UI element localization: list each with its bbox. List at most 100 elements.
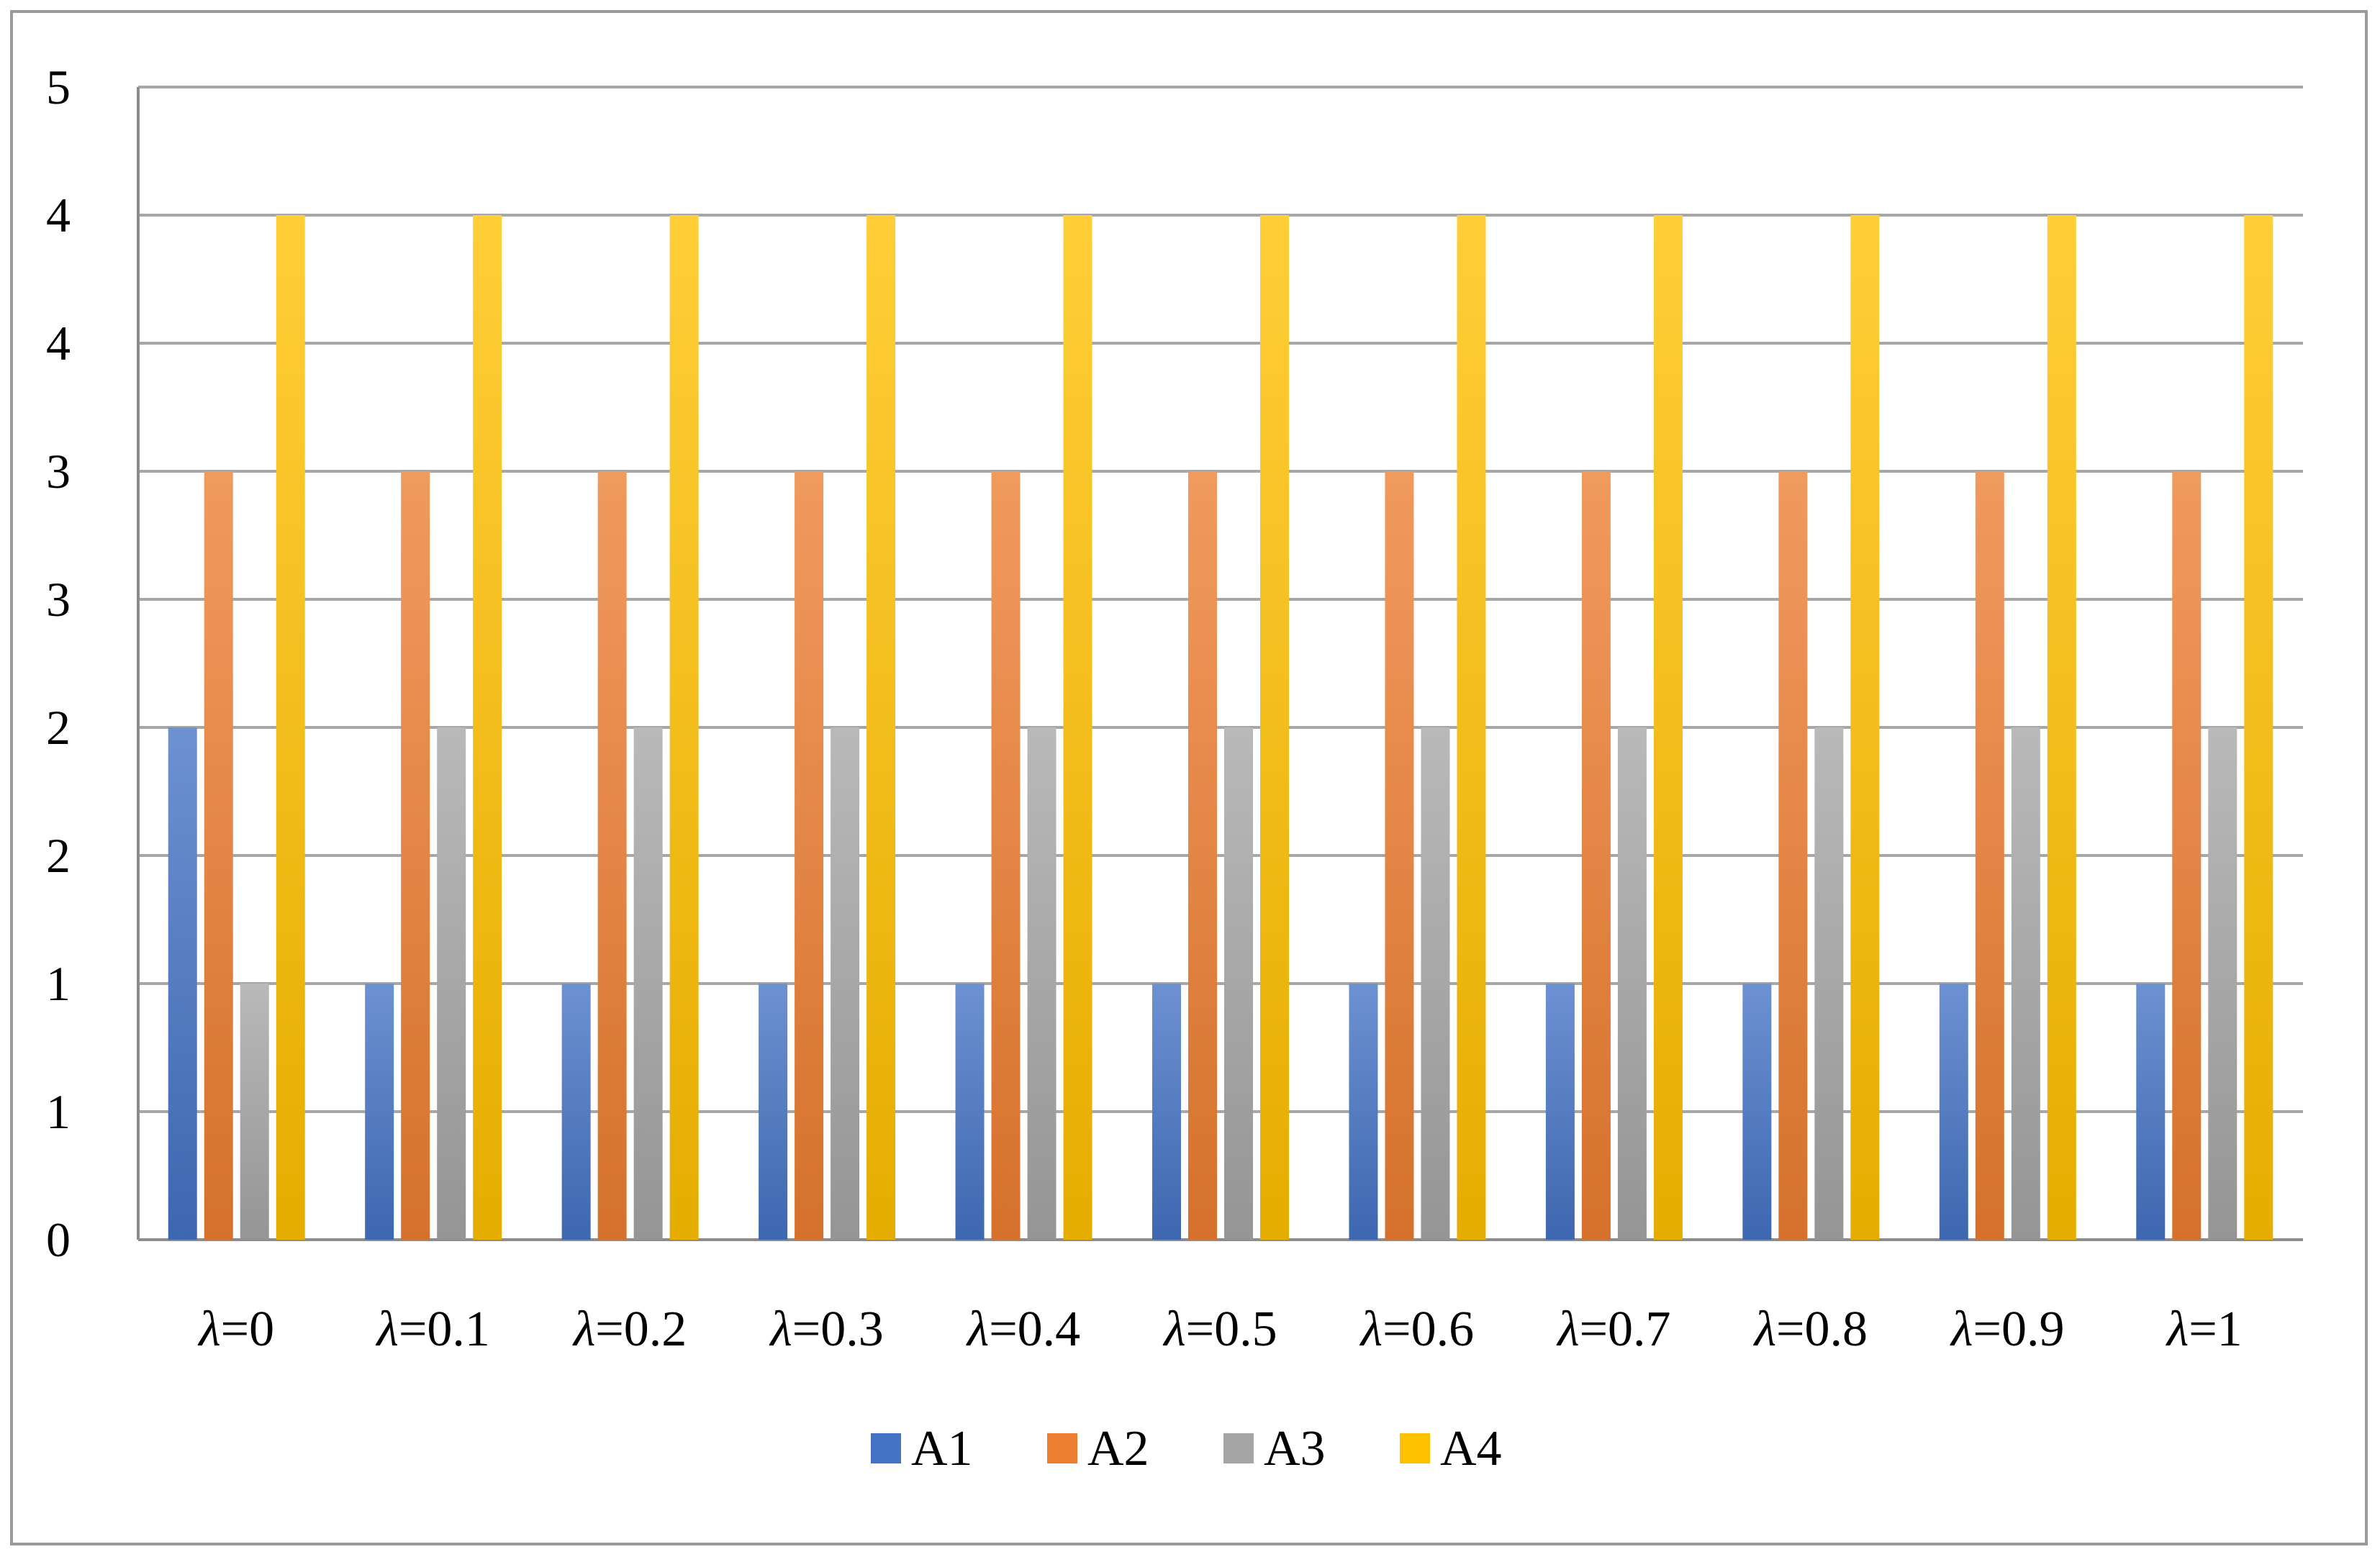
bar-a1-6 bbox=[1349, 984, 1378, 1240]
category-value: =0.7 bbox=[1580, 1302, 1671, 1357]
y-tick-label: 3 bbox=[46, 444, 71, 499]
bars bbox=[168, 215, 2273, 1240]
legend-label: A1 bbox=[911, 1421, 973, 1476]
x-category-label: λ=0.7 bbox=[1556, 1302, 1670, 1357]
bar-a1-5 bbox=[1152, 984, 1181, 1240]
legend-swatch-a2 bbox=[1047, 1433, 1077, 1463]
bar-a2-9 bbox=[1975, 471, 2004, 1240]
bar-a4-7 bbox=[1653, 215, 1683, 1240]
lambda-symbol: λ bbox=[966, 1302, 989, 1357]
bar-a1-2 bbox=[561, 984, 591, 1240]
x-category-label: λ=0.6 bbox=[1359, 1302, 1474, 1357]
bar-a2-2 bbox=[597, 471, 627, 1240]
legend-label: A3 bbox=[1264, 1421, 1326, 1476]
bar-a3-0 bbox=[240, 984, 269, 1240]
x-axis-category-labels: λ=0 λ=0.1 λ=0.2 λ=0.3 λ=0.4 λ=0.5 λ=0.6 λ=0.7 λ=… bbox=[197, 1302, 2242, 1357]
bar-a4-6 bbox=[1457, 215, 1486, 1240]
legend-swatch-a3 bbox=[1223, 1433, 1254, 1463]
bar-a3-2 bbox=[633, 727, 663, 1240]
category-value: =0.2 bbox=[595, 1302, 687, 1357]
category-value: =0.9 bbox=[1973, 1302, 2064, 1357]
bar-a2-1 bbox=[401, 471, 430, 1240]
x-category-label: λ=0.1 bbox=[376, 1302, 490, 1357]
x-category-label: λ=0 bbox=[197, 1302, 274, 1357]
bar-a3-7 bbox=[1617, 727, 1647, 1240]
bar-a3-5 bbox=[1224, 727, 1253, 1240]
y-tick-label: 5 bbox=[46, 60, 71, 114]
bar-a2-10 bbox=[2172, 471, 2202, 1240]
bar-a3-1 bbox=[437, 727, 466, 1240]
bar-a2-0 bbox=[204, 471, 233, 1240]
legend: A1 A2 A3 A4 bbox=[871, 1421, 1502, 1476]
bar-a4-3 bbox=[867, 215, 896, 1240]
bar-a4-5 bbox=[1260, 215, 1289, 1240]
bar-a2-8 bbox=[1778, 471, 1808, 1240]
bar-a4-8 bbox=[1850, 215, 1880, 1240]
lambda-symbol: λ bbox=[1556, 1302, 1579, 1357]
lambda-symbol: λ bbox=[1950, 1302, 1973, 1357]
bar-a2-4 bbox=[991, 471, 1021, 1240]
x-category-label: λ=0.3 bbox=[769, 1302, 883, 1357]
category-value: =0.1 bbox=[399, 1302, 490, 1357]
y-tick-label: 4 bbox=[46, 188, 71, 242]
lambda-symbol: λ bbox=[2166, 1302, 2189, 1357]
y-tick-label: 3 bbox=[46, 572, 71, 627]
lambda-symbol: λ bbox=[1753, 1302, 1776, 1357]
legend-swatch-a4 bbox=[1400, 1433, 1430, 1463]
lambda-symbol: λ bbox=[197, 1302, 220, 1357]
bar-a4-2 bbox=[669, 215, 699, 1240]
lambda-symbol: λ bbox=[1359, 1302, 1383, 1357]
bar-a1-1 bbox=[365, 984, 394, 1240]
lambda-symbol: λ bbox=[769, 1302, 792, 1357]
y-tick-label: 1 bbox=[46, 1084, 71, 1139]
bar-a3-6 bbox=[1421, 727, 1450, 1240]
lambda-symbol: λ bbox=[572, 1302, 595, 1357]
x-category-label: λ=0.4 bbox=[966, 1302, 1080, 1357]
y-tick-label: 4 bbox=[46, 316, 71, 371]
bar-a3-4 bbox=[1027, 727, 1056, 1240]
bar-a1-9 bbox=[1939, 984, 1968, 1240]
bar-a4-1 bbox=[473, 215, 502, 1240]
bar-a4-4 bbox=[1063, 215, 1092, 1240]
bar-a2-6 bbox=[1385, 471, 1414, 1240]
y-axis-tick-labels: 0 1 1 2 2 3 3 4 4 5 bbox=[46, 60, 71, 1267]
bar-a1-0 bbox=[168, 727, 197, 1240]
bar-a1-8 bbox=[1742, 984, 1772, 1240]
lambda-symbol: λ bbox=[1162, 1302, 1185, 1357]
category-value: =1 bbox=[2189, 1302, 2242, 1357]
bar-a4-0 bbox=[276, 215, 305, 1240]
legend-label: A2 bbox=[1087, 1421, 1149, 1476]
category-value: =0.6 bbox=[1383, 1302, 1474, 1357]
y-tick-label: 2 bbox=[46, 700, 71, 755]
y-tick-label: 0 bbox=[46, 1212, 71, 1267]
lambda-symbol: λ bbox=[376, 1302, 399, 1357]
x-category-label: λ=0.5 bbox=[1162, 1302, 1277, 1357]
category-value: =0.4 bbox=[989, 1302, 1080, 1357]
bar-a1-10 bbox=[2136, 984, 2166, 1240]
bar-a3-8 bbox=[1814, 727, 1844, 1240]
bar-a1-4 bbox=[955, 984, 985, 1240]
category-value: =0.3 bbox=[792, 1302, 884, 1357]
category-value: =0.5 bbox=[1186, 1302, 1277, 1357]
category-value: =0.8 bbox=[1776, 1302, 1868, 1357]
legend-label: A4 bbox=[1440, 1421, 1502, 1476]
y-tick-label: 1 bbox=[46, 956, 71, 1011]
legend-swatch-a1 bbox=[871, 1433, 901, 1463]
x-category-label: λ=1 bbox=[2166, 1302, 2243, 1357]
x-category-label: λ=0.9 bbox=[1950, 1302, 2064, 1357]
bar-a4-10 bbox=[2244, 215, 2273, 1240]
bar-a2-3 bbox=[795, 471, 824, 1240]
bar-a1-3 bbox=[759, 984, 788, 1240]
x-category-label: λ=0.8 bbox=[1753, 1302, 1868, 1357]
bar-a3-9 bbox=[2011, 727, 2040, 1240]
category-value: =0 bbox=[221, 1302, 274, 1357]
bar-a2-7 bbox=[1581, 471, 1611, 1240]
bar-a4-9 bbox=[2047, 215, 2076, 1240]
bar-a1-7 bbox=[1545, 984, 1575, 1240]
bar-a3-3 bbox=[831, 727, 860, 1240]
bar-a3-10 bbox=[2208, 727, 2238, 1240]
bar-a2-5 bbox=[1188, 471, 1217, 1240]
y-tick-label: 2 bbox=[46, 828, 71, 883]
x-category-label: λ=0.2 bbox=[572, 1302, 687, 1357]
